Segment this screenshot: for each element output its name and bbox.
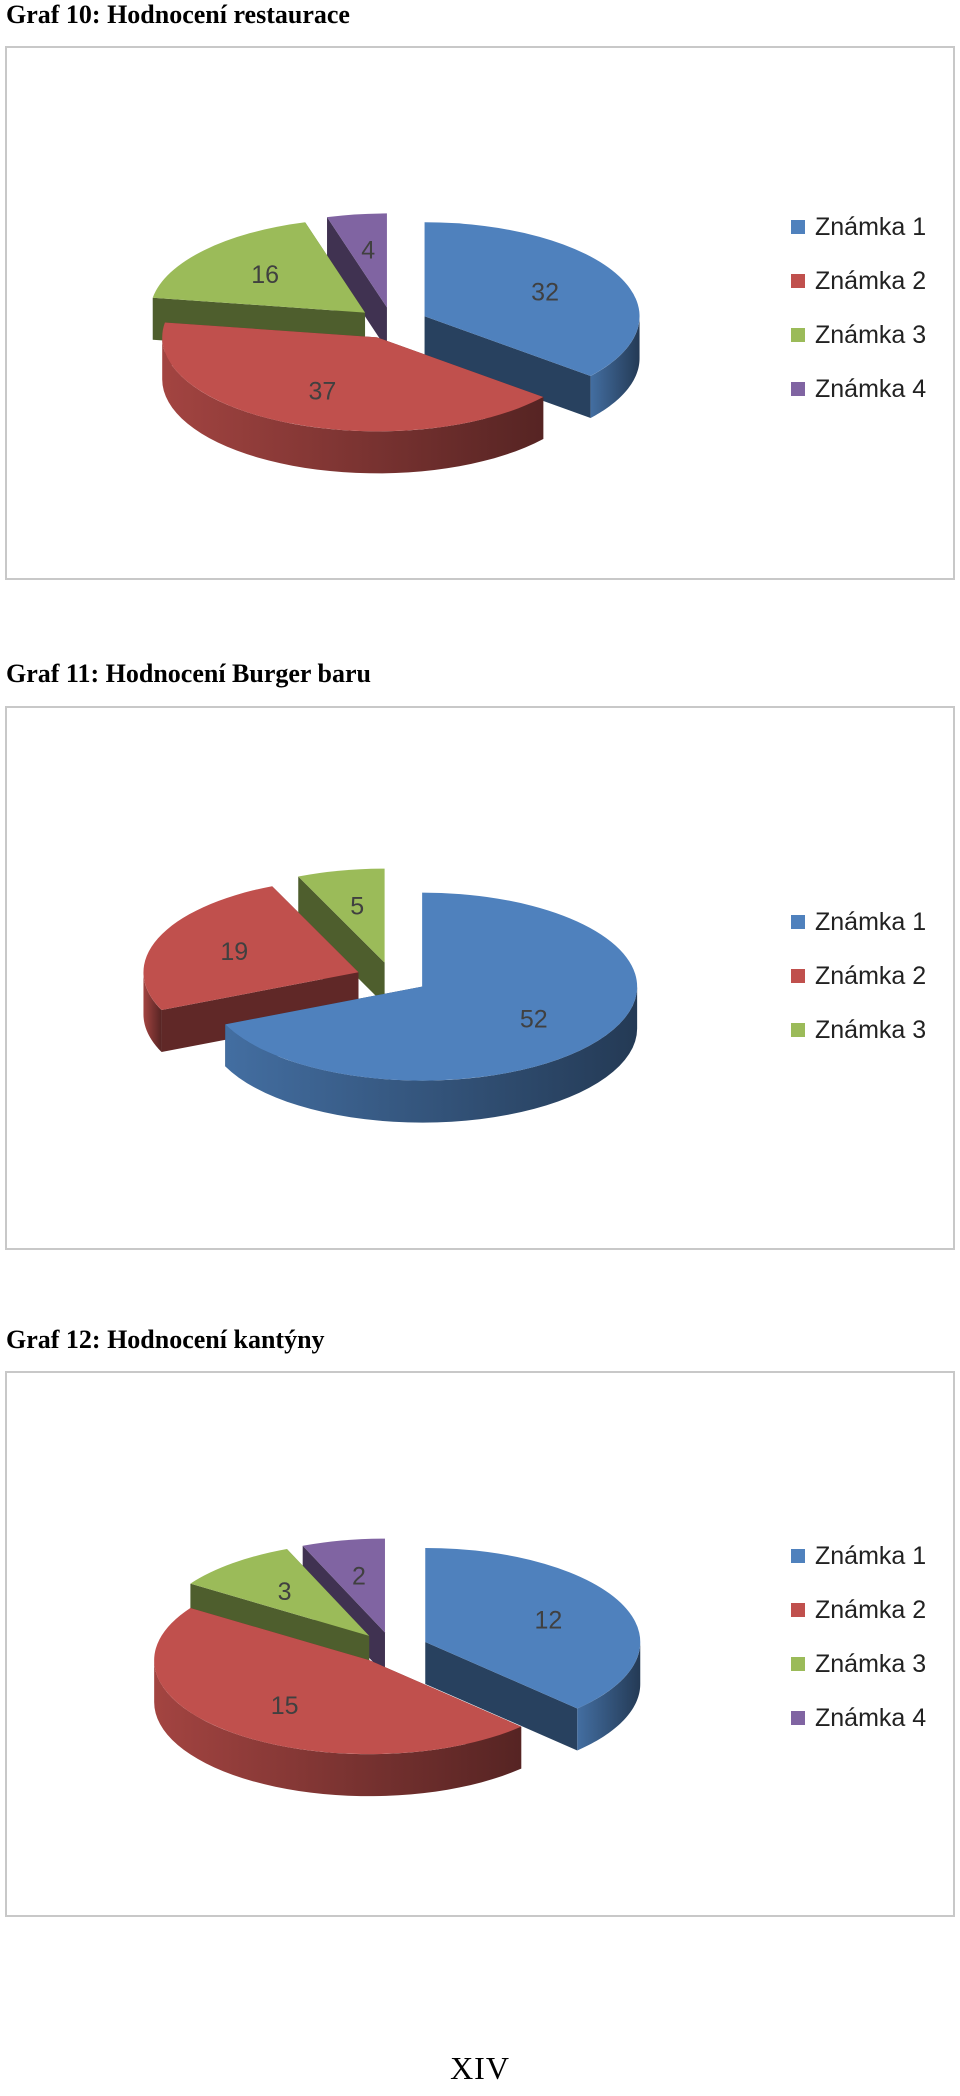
data-label-1: 32 <box>531 278 559 306</box>
legend-label: Známka 4 <box>815 374 927 403</box>
pie-slice-4 <box>327 213 387 350</box>
chart-title-3: Graf 12: Hodnocení kantýny <box>6 1325 325 1354</box>
legend-item-3: Známka 3 <box>791 1015 926 1045</box>
data-label-2: 15 <box>271 1692 299 1720</box>
data-label-2: 19 <box>220 938 248 966</box>
data-label-4: 2 <box>352 1562 366 1590</box>
legend-item-2: Známka 2 <box>791 266 926 296</box>
legend-label: Známka 1 <box>815 212 927 241</box>
legend-item-1: Známka 1 <box>791 212 926 242</box>
legend-item-2: Známka 2 <box>791 961 926 991</box>
legend-label: Známka 2 <box>815 266 927 295</box>
legend-label: Známka 3 <box>815 1649 927 1678</box>
legend-swatch <box>791 1603 805 1617</box>
legend-swatch <box>791 220 805 234</box>
legend-item-4: Známka 4 <box>791 1703 926 1733</box>
legend-label: Známka 4 <box>815 1703 927 1732</box>
legend-2: Známka 1 Známka 2 Známka 3 <box>791 907 926 1069</box>
legend-label: Známka 1 <box>815 1541 927 1570</box>
legend-swatch <box>791 274 805 288</box>
legend-item-1: Známka 1 <box>791 1541 926 1571</box>
pie-slice-1 <box>424 222 640 418</box>
legend-swatch <box>791 1711 805 1725</box>
legend-swatch <box>791 1549 805 1563</box>
data-label-3: 5 <box>350 893 364 921</box>
pie-chart-1: 32 37 16 4 <box>152 213 640 474</box>
data-label-2: 37 <box>309 377 337 405</box>
legend-swatch <box>791 382 805 396</box>
pie-chart-2: 52 19 5 <box>143 868 638 1123</box>
pie-slice-1 <box>425 1547 641 1751</box>
page-number: XIV <box>450 2050 510 2086</box>
legend-item-3: Známka 3 <box>791 1649 926 1679</box>
legend-label: Známka 1 <box>815 907 927 936</box>
legend-swatch <box>791 1657 805 1671</box>
data-label-1: 52 <box>520 1005 548 1033</box>
chart-frame-2: 52 19 5 Známka 1 Známka 2 Známka 3 <box>5 706 955 1250</box>
pie-slice-1 <box>225 892 638 1123</box>
legend-swatch <box>791 328 805 342</box>
chart-frame-1: 32 37 16 4 Známka 1 Známka 2 Známka 3 Známka 4 <box>5 46 955 580</box>
data-label-4: 4 <box>361 237 375 265</box>
legend-1: Známka 1 Známka 2 Známka 3 Známka 4 <box>791 212 926 428</box>
pie-slice-3 <box>298 868 385 1005</box>
data-label-3: 16 <box>251 261 279 289</box>
chart-title-2: Graf 11: Hodnocení Burger baru <box>6 659 371 688</box>
legend-label: Známka 2 <box>815 961 927 990</box>
legend-label: Známka 3 <box>815 1015 927 1044</box>
legend-item-2: Známka 2 <box>791 1595 926 1625</box>
legend-label: Známka 2 <box>815 1595 927 1624</box>
data-label-3: 3 <box>278 1578 292 1606</box>
legend-item-4: Známka 4 <box>791 374 926 404</box>
legend-swatch <box>791 969 805 983</box>
legend-3: Známka 1 Známka 2 Známka 3 Známka 4 <box>791 1541 926 1757</box>
pie-slice-2 <box>154 1607 522 1797</box>
data-label-1: 12 <box>535 1607 563 1635</box>
legend-label: Známka 3 <box>815 320 927 349</box>
pie-chart-3: 12 15 3 2 <box>154 1538 641 1797</box>
legend-item-1: Známka 1 <box>791 907 926 937</box>
legend-swatch <box>791 1023 805 1037</box>
pie-slice-2 <box>162 322 544 474</box>
legend-swatch <box>791 915 805 929</box>
chart-title-1: Graf 10: Hodnocení restaurace <box>6 0 350 29</box>
legend-item-3: Známka 3 <box>791 320 926 350</box>
chart-frame-3: 12 15 3 2 Známka 1 Známka 2 Známka 3 Známka 4 <box>5 1371 955 1917</box>
pie-slice-2 <box>143 886 359 1053</box>
